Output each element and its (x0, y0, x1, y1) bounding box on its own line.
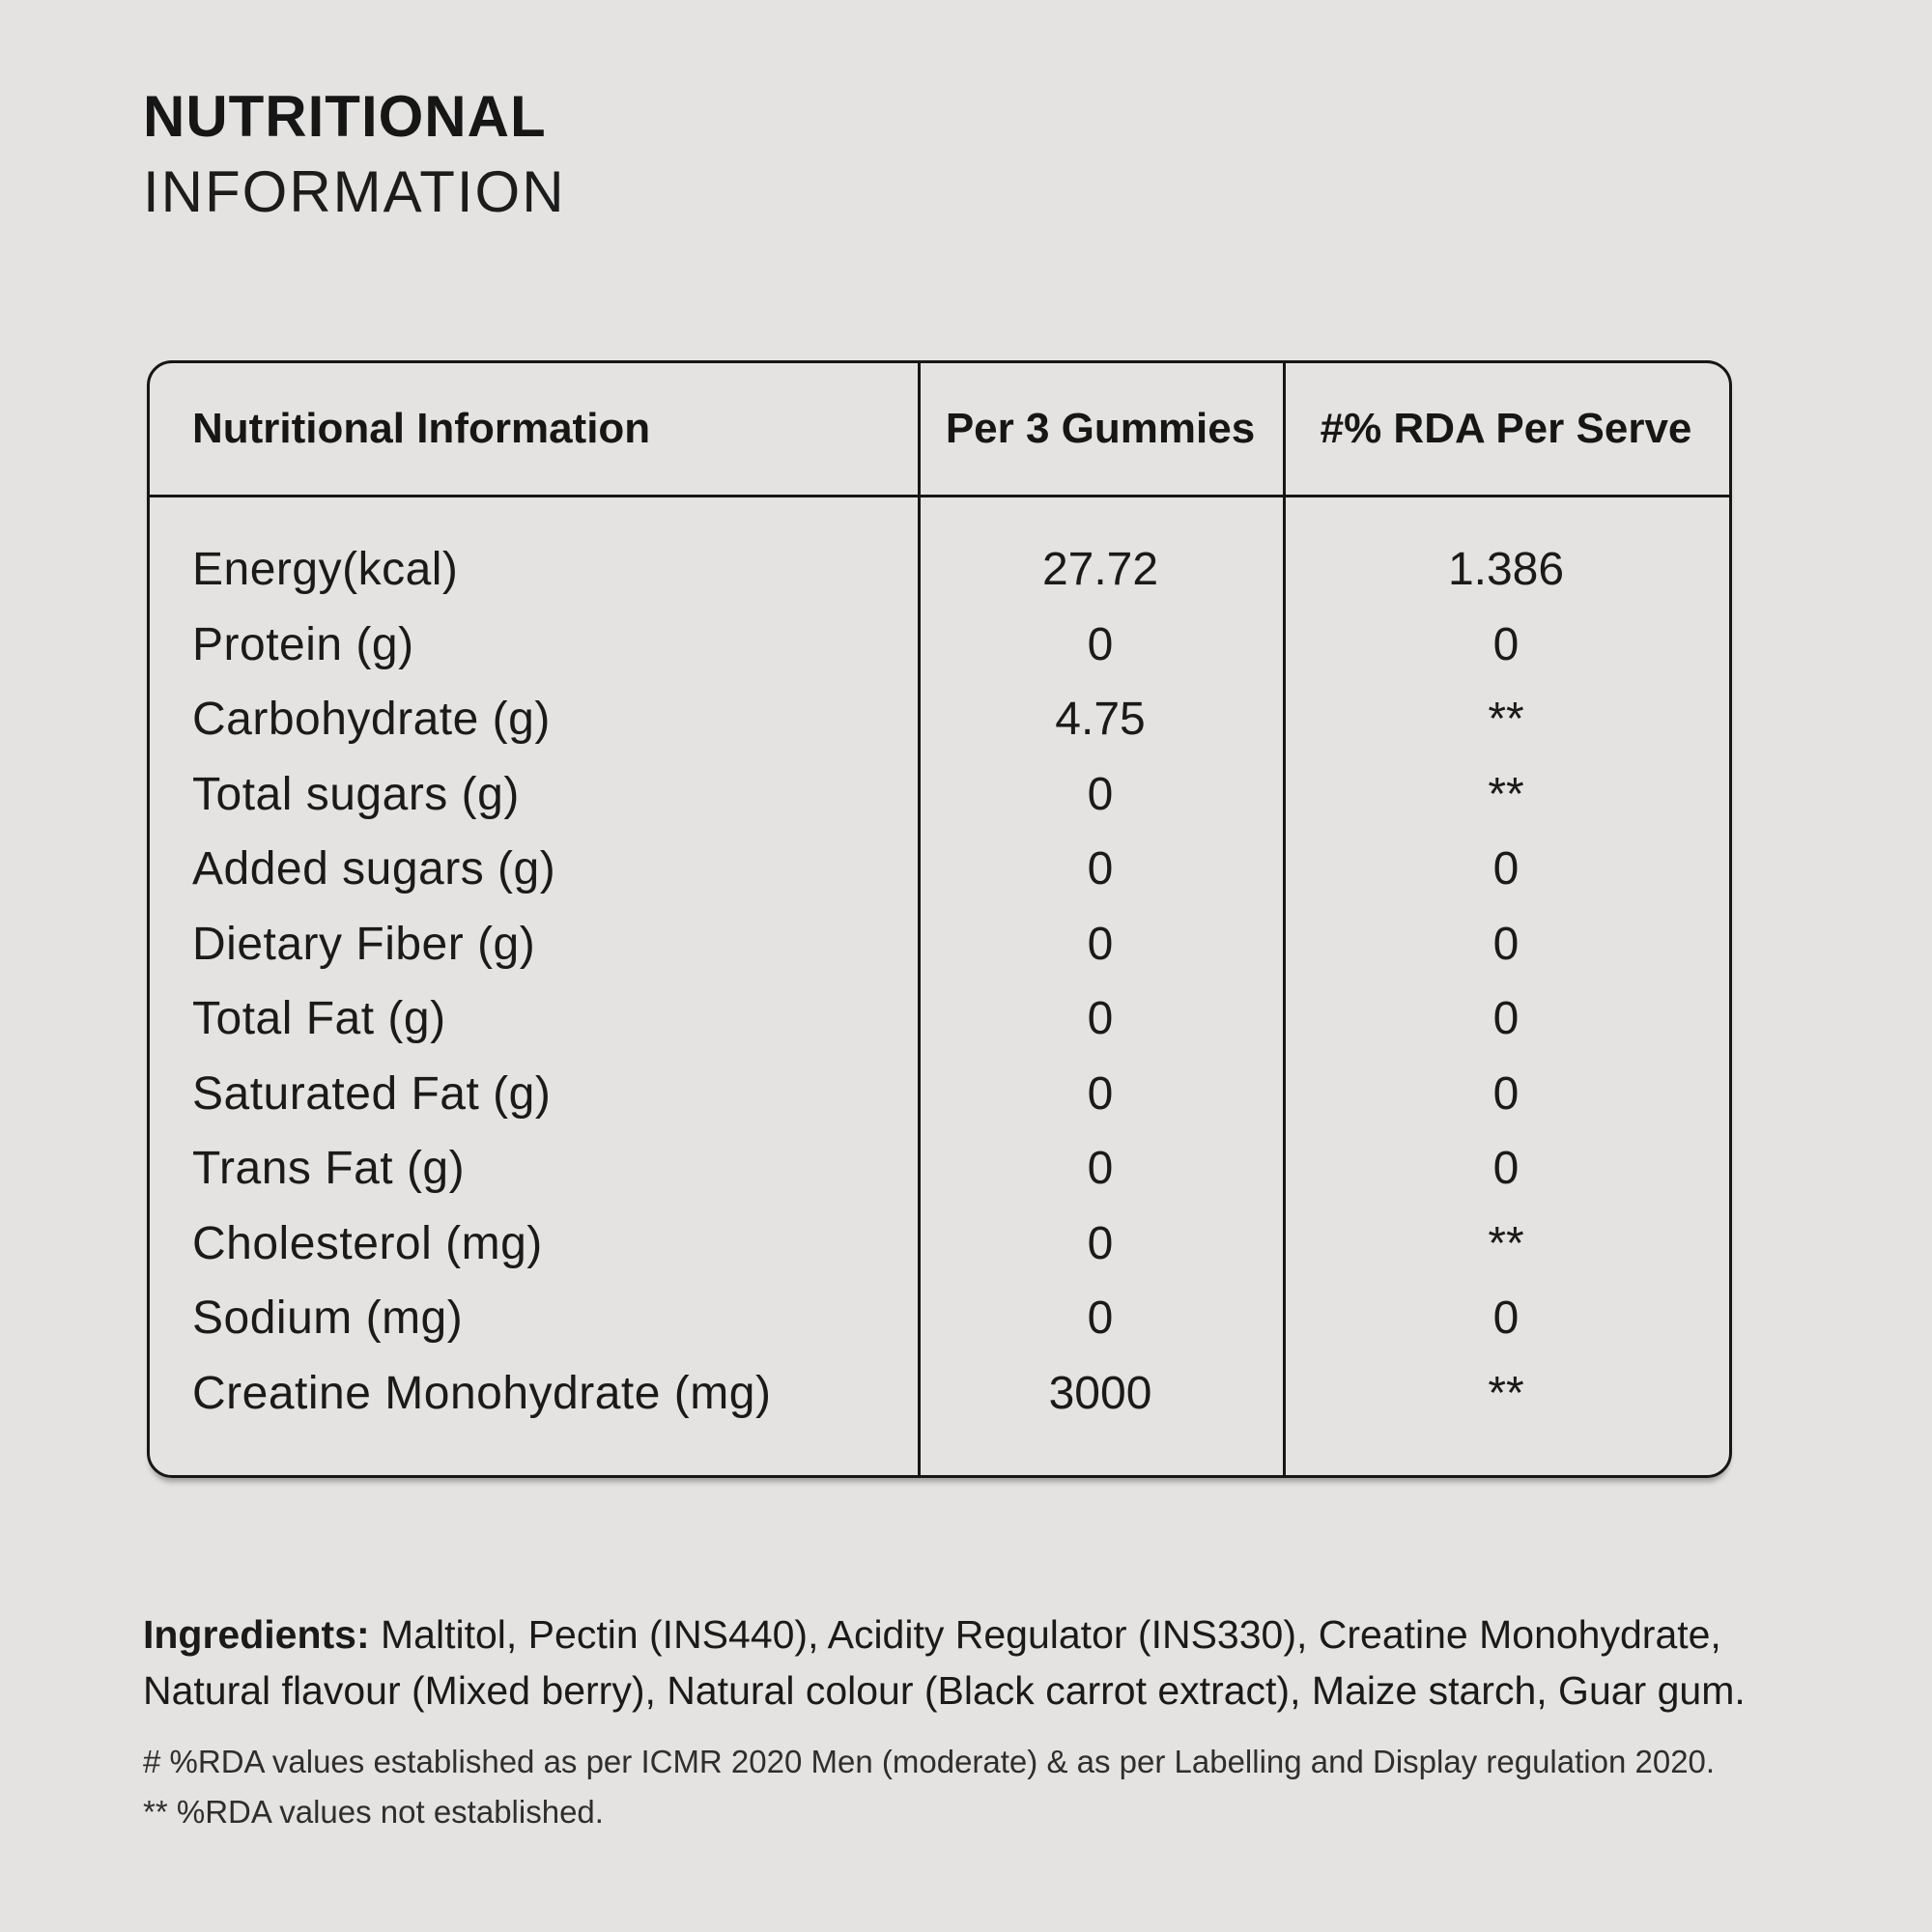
per-3-gummies-value: 0 (1087, 1217, 1114, 1269)
page-title-line1: NUTRITIONAL (143, 84, 547, 149)
nutrition-table: Nutritional Information Per 3 Gummies #%… (147, 360, 1732, 1478)
table-row-dietary-fiber: Dietary Fiber (g) 0 0 (150, 907, 1729, 982)
page-title-line2: INFORMATION (143, 159, 566, 224)
nutrient-label: Trans Fat (g) (192, 1143, 466, 1195)
nutrient-label: Carbohydrate (g) (192, 694, 551, 746)
per-3-gummies-value: 0 (1087, 918, 1114, 970)
table-body: Energy(kcal) 27.72 1.386 Protein (g) 0 0… (150, 497, 1729, 1431)
ingredients-paragraph: Ingredients: Maltitol, Pectin (INS440), … (143, 1606, 1845, 1719)
per-3-gummies-value: 4.75 (1055, 694, 1146, 746)
per-3-gummies-value: 0 (1087, 1143, 1114, 1195)
rda-per-serve-value: ** (1488, 768, 1524, 820)
header-nutritional-information: Nutritional Information (192, 405, 651, 452)
page-title: NUTRITIONAL INFORMATION (143, 79, 566, 230)
nutrient-label: Added sugars (g) (192, 843, 556, 895)
per-3-gummies-value: 27.72 (1041, 544, 1159, 596)
footnote-rda-established: # %RDA values established as per ICMR 20… (143, 1744, 1716, 1779)
per-3-gummies-value: 0 (1087, 843, 1114, 895)
table-row-added-sugars: Added sugars (g) 0 0 (150, 832, 1729, 907)
nutrient-label: Dietary Fiber (g) (192, 918, 536, 970)
table-header-row: Nutritional Information Per 3 Gummies #%… (150, 363, 1729, 497)
table-row-total-sugars: Total sugars (g) 0 ** (150, 757, 1729, 833)
table-row-trans-fat: Trans Fat (g) 0 0 (150, 1131, 1729, 1207)
rda-per-serve-value: 0 (1492, 1293, 1520, 1345)
rda-per-serve-value: 0 (1492, 1067, 1520, 1120)
nutrient-label: Total sugars (g) (192, 768, 520, 820)
table-row-protein: Protein (g) 0 0 (150, 608, 1729, 683)
per-3-gummies-value: 0 (1087, 768, 1114, 820)
rda-per-serve-value: 0 (1492, 618, 1520, 670)
table-row-sodium: Sodium (mg) 0 0 (150, 1281, 1729, 1356)
nutrient-label: Protein (g) (192, 618, 414, 670)
table-row-cholesterol: Cholesterol (mg) 0 ** (150, 1207, 1729, 1282)
table-row-creatine-monohydrate: Creatine Monohydrate (mg) 3000 ** (150, 1356, 1729, 1432)
table-column-divider-2 (1283, 363, 1286, 1475)
table-column-divider-1 (918, 363, 921, 1475)
rda-per-serve-value: 1.386 (1447, 544, 1565, 596)
table-row-total-fat: Total Fat (g) 0 0 (150, 981, 1729, 1057)
footnotes: # %RDA values established as per ICMR 20… (143, 1737, 1845, 1837)
nutrient-label: Energy(kcal) (192, 544, 459, 596)
per-3-gummies-value: 3000 (1048, 1367, 1152, 1419)
nutrient-label: Cholesterol (mg) (192, 1217, 543, 1269)
table-row-energy: Energy(kcal) 27.72 1.386 (150, 532, 1729, 608)
ingredients-label: Ingredients: (143, 1612, 370, 1657)
table-row-carbohydrate: Carbohydrate (g) 4.75 ** (150, 682, 1729, 757)
per-3-gummies-value: 0 (1087, 1067, 1114, 1120)
table-row-saturated-fat: Saturated Fat (g) 0 0 (150, 1057, 1729, 1132)
per-3-gummies-value: 0 (1087, 1293, 1114, 1345)
rda-per-serve-value: ** (1488, 1367, 1524, 1419)
nutrient-label: Creatine Monohydrate (mg) (192, 1367, 772, 1419)
rda-per-serve-value: 0 (1492, 843, 1520, 895)
rda-per-serve-value: ** (1488, 694, 1524, 746)
nutrient-label: Total Fat (g) (192, 993, 446, 1045)
header-rda-per-serve: #% RDA Per Serve (1320, 405, 1692, 452)
rda-per-serve-value: 0 (1492, 1143, 1520, 1195)
ingredients-text: Maltitol, Pectin (INS440), Acidity Regul… (143, 1612, 1746, 1713)
footnote-rda-not-established: ** %RDA values not established. (143, 1794, 604, 1830)
rda-per-serve-value: 0 (1492, 993, 1520, 1045)
header-per-3-gummies: Per 3 Gummies (945, 405, 1256, 452)
nutrient-label: Sodium (mg) (192, 1293, 464, 1345)
rda-per-serve-value: 0 (1492, 918, 1520, 970)
rda-per-serve-value: ** (1488, 1217, 1524, 1269)
per-3-gummies-value: 0 (1087, 618, 1114, 670)
nutrient-label: Saturated Fat (g) (192, 1067, 552, 1120)
per-3-gummies-value: 0 (1087, 993, 1114, 1045)
